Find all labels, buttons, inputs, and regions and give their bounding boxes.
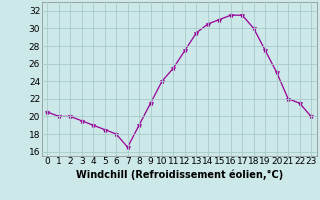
X-axis label: Windchill (Refroidissement éolien,°C): Windchill (Refroidissement éolien,°C)	[76, 169, 283, 180]
